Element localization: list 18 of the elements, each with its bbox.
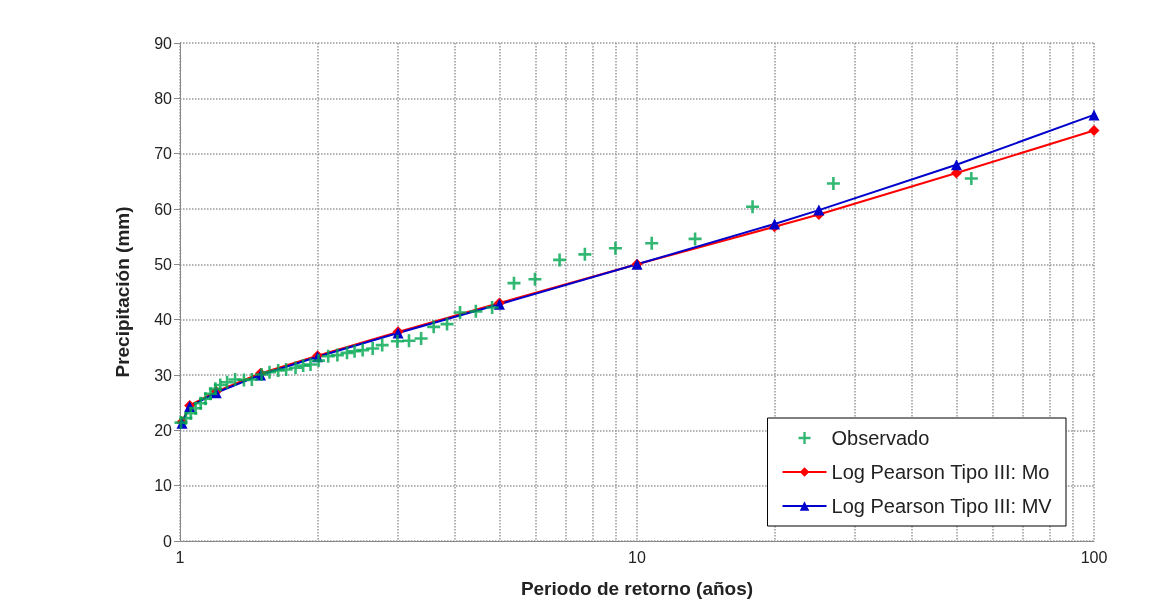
x-tick-label: 10 [628,548,646,566]
y-tick-label: 80 [154,89,173,107]
y-tick-label: 70 [154,145,173,163]
y-axis-title: Precipitación (mm) [112,206,133,378]
y-tick-label: 40 [154,311,173,329]
y-tick-label: 60 [154,200,173,218]
legend-label: Log Pearson Tipo III: Mo [831,461,1050,483]
y-tick-label: 0 [163,532,173,550]
x-axis-title: Periodo de retorno (años) [520,578,754,599]
y-tick-label: 90 [154,34,173,52]
y-tick-label: 30 [154,366,173,384]
y-tick-label: 50 [154,255,173,273]
x-tick-label: 100 [1080,548,1108,566]
legend-label: Log Pearson Tipo III: MV [831,495,1053,517]
y-tick-label: 20 [154,421,173,439]
y-tick-label: 10 [154,477,173,495]
x-tick-label: 1 [175,548,185,566]
legend-label: Observado [831,427,930,449]
